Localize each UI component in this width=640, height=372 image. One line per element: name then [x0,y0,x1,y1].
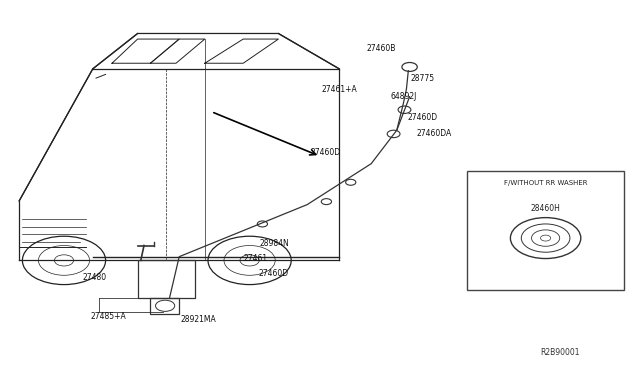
Bar [150,298,179,314]
Text: 28921MA: 28921MA [180,315,216,324]
Text: R2B90001: R2B90001 [540,348,580,357]
Text: 28984N: 28984N [259,239,289,248]
Text: 27460D: 27460D [407,113,438,122]
Text: 27460DA: 27460DA [416,129,452,138]
Text: 27485+A: 27485+A [91,312,127,321]
Bar [138,260,195,298]
Text: 28775: 28775 [410,74,435,83]
Text: 27460B: 27460B [366,44,396,53]
Text: 27460D: 27460D [259,269,289,278]
Text: F/WITHOUT RR WASHER: F/WITHOUT RR WASHER [504,180,588,186]
Text: 27461: 27461 [244,254,268,263]
Text: 28460H: 28460H [531,204,561,213]
Text: 27460D: 27460D [310,148,340,157]
Text: 27480: 27480 [83,273,107,282]
Text: 64892J: 64892J [390,92,417,101]
Text: 27461+A: 27461+A [321,85,357,94]
Bar [467,171,624,290]
